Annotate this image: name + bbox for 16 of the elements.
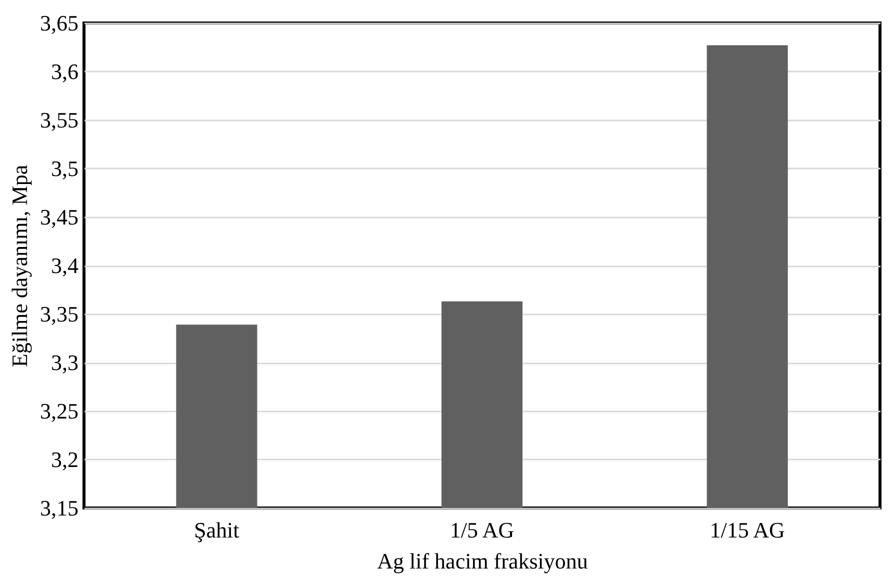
x-tick-label: 1/5 AG [450, 518, 514, 542]
y-tick-label: 3,2 [51, 447, 78, 472]
y-tick-label: 3,35 [40, 302, 78, 326]
y-tick-label: 3,25 [40, 398, 78, 424]
y-tick-label: 3,15 [40, 496, 78, 520]
y-tick-label: 3,65 [40, 10, 78, 36]
x-tick-label: Şahit [194, 518, 240, 542]
x-tick-label: 1/15 AG [710, 518, 786, 542]
x-axis-title: Ag lif hacim fraksiyonu [377, 548, 588, 574]
y-tick-label: 3,55 [40, 108, 78, 132]
y-tick-label: 3,6 [51, 59, 78, 84]
y-tick-label: 3,4 [51, 253, 78, 278]
y-tick-label: 3,45 [40, 204, 78, 230]
y-axis-title: Eğilme dayanımı, Mpa [7, 164, 32, 368]
y-tick-label: 3,3 [51, 350, 78, 375]
y-tick-label: 3,5 [51, 156, 78, 181]
